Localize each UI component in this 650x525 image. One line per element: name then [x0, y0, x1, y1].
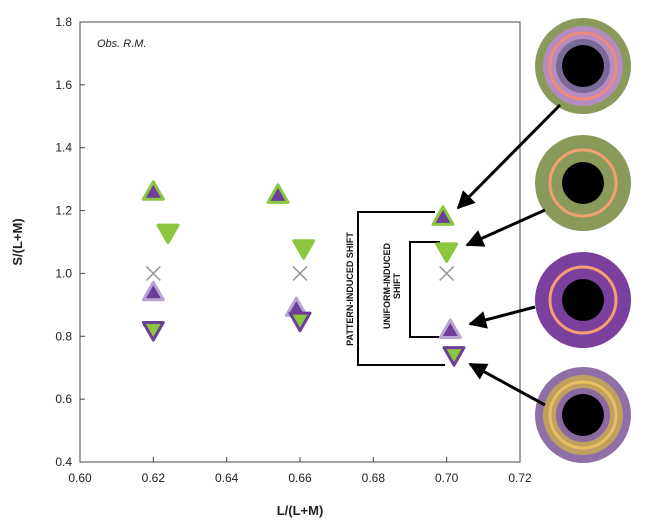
- marker: [440, 266, 454, 280]
- y-tick-label: 0.8: [55, 329, 72, 343]
- arrow: [458, 105, 560, 405]
- marker: [444, 348, 464, 366]
- y-tick-label: 1.8: [55, 15, 72, 29]
- marker: [290, 313, 310, 331]
- x-tick-label: 0.72: [508, 471, 532, 485]
- annotation: PATTERN-INDUCED SHIFT: [345, 219, 355, 359]
- marker: [440, 320, 460, 338]
- x-tick-label: 0.66: [288, 471, 312, 485]
- stimulus-2: [535, 135, 631, 231]
- marker: [293, 266, 307, 280]
- x-axis-label: L/(L+M): [277, 503, 324, 518]
- marker: [143, 282, 163, 300]
- marker: [268, 185, 288, 203]
- y-tick-label: 1.6: [55, 78, 72, 92]
- x-tick-label: 0.68: [362, 471, 386, 485]
- y-tick-label: 1.0: [55, 266, 72, 280]
- y-tick-label: 0.6: [55, 392, 72, 406]
- y-tick-label: 0.4: [55, 455, 72, 469]
- stimulus-1: [535, 18, 631, 114]
- x-tick-label: 0.62: [142, 471, 166, 485]
- marker: [158, 225, 178, 243]
- y-tick-label: 1.4: [55, 141, 72, 155]
- x-tick-label: 0.70: [435, 471, 459, 485]
- marker: [143, 323, 163, 341]
- stimulus-4: [535, 367, 631, 463]
- marker: [146, 266, 160, 280]
- x-tick-label: 0.60: [68, 471, 92, 485]
- figure: Obs. R.M. L/(L+M) S/(L+M) 0.60 0.62 0.64 0.…: [0, 0, 650, 525]
- y-axis-label: S/(L+M): [10, 218, 25, 265]
- y-tick-label: 1.2: [55, 204, 72, 218]
- chart: Obs. R.M. L/(L+M) S/(L+M) 0.60 0.62 0.64 0.…: [0, 0, 650, 525]
- marker: [294, 241, 314, 258]
- annotation: Obs. R.M.: [97, 38, 147, 50]
- marker: [433, 207, 453, 225]
- annotation: UNIFORM-INDUCED SHIFT: [382, 240, 402, 332]
- x-tick-label: 0.64: [215, 471, 239, 485]
- marker: [143, 182, 163, 200]
- stimulus-3: [535, 252, 631, 348]
- marker: [437, 244, 457, 261]
